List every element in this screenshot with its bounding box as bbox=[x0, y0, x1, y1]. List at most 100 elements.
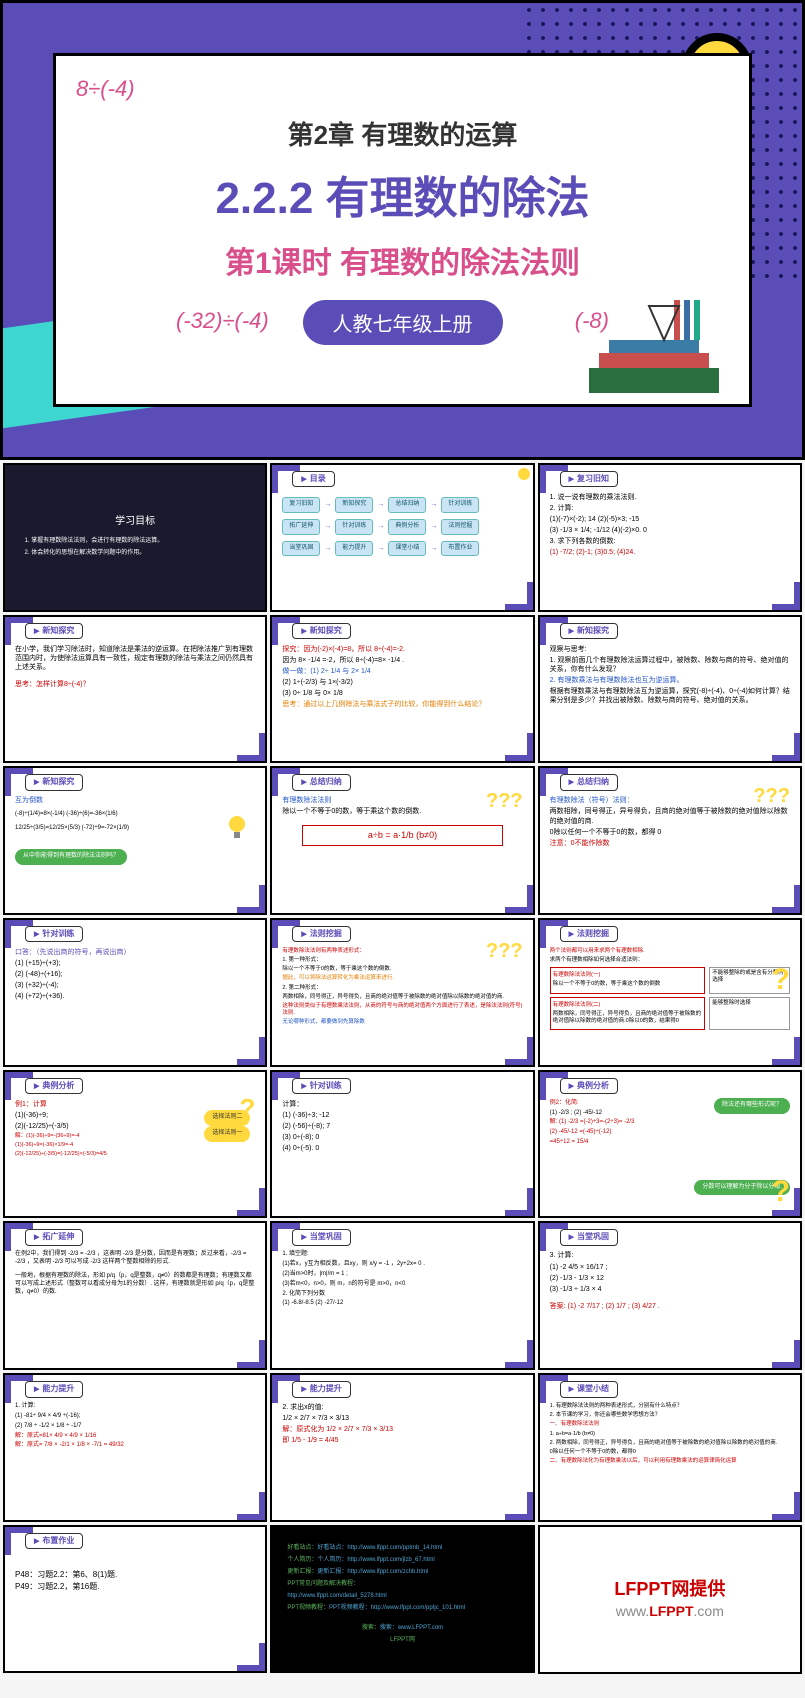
item: (3) (+32)÷(-4); bbox=[15, 981, 255, 990]
line: 根据有理数乘法与有理数除法互为逆运算，探究(-8)÷(-4)、0÷(-4)如何计… bbox=[550, 687, 790, 705]
rule-text: 0除以任何一个不等于0的数，都得 0 bbox=[550, 828, 790, 837]
box-text: 两数相除，同号得正，异号得负，且商的绝对值等于被除数的绝对值除以除数的绝对值的商… bbox=[553, 1011, 703, 1025]
equation: 1/2 × 2/7 × 7/3 × 3/13 bbox=[282, 1414, 522, 1423]
line: 探究：因为(-2)×(-4)=8，所以 8÷(-4)=-2. bbox=[282, 645, 522, 654]
toc-item: 针对训练 bbox=[441, 497, 479, 513]
toc-item: 针对训练 bbox=[335, 519, 373, 535]
section-tag: 典例分析 bbox=[560, 1078, 618, 1094]
heading: 一、有理数除法法则 bbox=[550, 1421, 790, 1428]
line: 这种法则类似于有理数乘法法则，从商的符号与商的绝对值两个方面进行了表述，是除法法… bbox=[282, 1003, 522, 1017]
slide-summary-2: 总结归纳 有理数除法（符号）法则： 两数相除，同号得正，异号得负，且商的绝对值等… bbox=[538, 766, 802, 915]
slide-title: 学习目标 bbox=[115, 515, 155, 528]
slide-example-2: 典例分析 例2：化简: (1) -2/3 ; (2) -45/-12 除法还有哪… bbox=[538, 1070, 802, 1219]
slide-dig-1: 法则挖掘 有理数除法法则有两种表述形式： 1. 第一种形式： 除以一个不等于0的… bbox=[270, 918, 534, 1067]
slide-explore-3: 新知探究 观察与思考: 1. 观察前面几个有理数除法运算过程中，被除数、除数与商… bbox=[538, 615, 802, 764]
slide-summary-lesson: 课堂小结 1. 有理数除法法则的两种表述形式，分别有什么特点？ 2. 本节课的学… bbox=[538, 1373, 802, 1522]
box-title: 有理数除法法则(二) bbox=[553, 1002, 703, 1009]
slide-explore-2: 新知探究 探究：因为(-2)×(-4)=8，所以 8÷(-4)=-2. 因为 8… bbox=[270, 615, 534, 764]
line: 1. 说一说有理数的乘法法则. bbox=[550, 493, 790, 502]
rule-text: 两数相除，同号得正，异号得负，且商的绝对值等于被除数的绝对值除以除数的绝对值的商… bbox=[550, 807, 790, 825]
question-icon: ? bbox=[772, 960, 790, 999]
item: (3)若m<0，n>0，则 m，n的符号是 m>0，n<0 bbox=[282, 1281, 522, 1289]
slide-enhance-2: 能力提升 2. 求出x的值: 1/2 × 2/7 × 7/3 × 3/13 解：… bbox=[270, 1373, 534, 1522]
slide-goals: 学习目标 1. 掌握有理数除法法则，会进行有理数的除法运算。 2. 体会转化的思… bbox=[3, 463, 267, 612]
section-tag: 总结归纳 bbox=[560, 774, 618, 790]
note: 注意：0不能作除数 bbox=[550, 839, 790, 848]
example-label: 例1：计算 bbox=[15, 1100, 255, 1109]
section-tag: 针对训练 bbox=[292, 1078, 350, 1094]
lightbulb-icon bbox=[225, 814, 250, 844]
line: P48：习题2.2：第6、8(1)题. bbox=[15, 1570, 255, 1580]
item: (4) 0÷(-5). 0 bbox=[282, 1144, 522, 1153]
link[interactable]: 搜索：www.LFPPT.com bbox=[380, 1625, 443, 1631]
slide-toc: 目录 复习旧知→ 新知探究→ 总结归纳→ 针对训练 拓广延伸→ 针对训练→ 典例… bbox=[270, 463, 534, 612]
line: 1. 有理数除法法则的两种表述形式，分别有什么特点？ bbox=[550, 1403, 790, 1410]
line: 观察与思考: bbox=[550, 645, 790, 654]
slide-review: 复习旧知 1. 说一说有理数的乘法法则. 2. 计算: (1)(-7)×(-2)… bbox=[538, 463, 802, 612]
paragraph: 在小学，我们学习除法时，知道除法是乘法的逆运算。在把除法推广到有理数范围内时，为… bbox=[15, 645, 255, 672]
toc-item: 复习旧知 bbox=[282, 497, 320, 513]
box-text: 除以一个不等于0的数，等于乘这个数的倒数 bbox=[553, 981, 703, 988]
item: (2) -1/3 - 1/3 × 12 bbox=[550, 1274, 790, 1283]
section-tag: 目录 bbox=[292, 471, 334, 487]
slide-enhance-1: 能力提升 1. 计算: (1) -81÷ 9/4 × 4/9 ÷(-16); (… bbox=[3, 1373, 267, 1522]
section-tag: 当堂巩固 bbox=[292, 1229, 350, 1245]
hero-content: 8÷(-4) 第2章 有理数的运算 2.2.2 有理数的除法 第1课时 有理数的… bbox=[53, 53, 752, 407]
goal-2: 2. 体会转化的思想在解决数学问题中的作用。 bbox=[25, 550, 246, 558]
hero-subtitle: 第1课时 有理数的除法法则 bbox=[225, 238, 580, 282]
link[interactable]: http://www.lfppt.com/detail_5278.html bbox=[287, 1593, 386, 1599]
line: 2. 两数相除，同号得正，异号得负，且商的绝对值等于被除数的绝对值除以除数的绝对… bbox=[550, 1440, 790, 1447]
section-tag: 法则挖掘 bbox=[560, 926, 618, 942]
slide-explore-1: 新知探究 在小学，我们学习除法时，知道除法是乘法的逆运算。在把除法推广到有理数范… bbox=[3, 615, 267, 764]
line: 1. 填空题: bbox=[282, 1251, 522, 1259]
solution: (2)(-12/25)÷(-3/5)=(-12/25)×(-5/3)=4/5 bbox=[15, 1151, 255, 1158]
link[interactable]: PPT视频教程：http://www.lfppt.com/pptjc_101.h… bbox=[329, 1605, 465, 1611]
solution: 解: (1) -2/3 =(-2)÷3=-(2÷3)= -2/3 bbox=[550, 1119, 790, 1127]
link-line: 更新汇报：更新汇报：http://www.lfppt.com/zchb.html bbox=[287, 1566, 517, 1578]
line: 2. 求出x的值: bbox=[282, 1403, 522, 1412]
solution: (1)(-36)÷9=(-36)×1/9=-4 bbox=[15, 1142, 255, 1149]
line: (2) 1÷(-2/3) 与 1×(-3/2) bbox=[282, 678, 522, 687]
line: 2. 第二种形式： bbox=[282, 985, 522, 992]
paragraph: 一般地，根据有理数的除法，形如 p/q（p，q是整数，q≠0）的数都是有理数；有… bbox=[15, 1273, 255, 1296]
slide-watermark: LFPPT网提供 www.LFPPT.com bbox=[538, 1525, 802, 1674]
section-tag: 法则挖掘 bbox=[292, 926, 350, 942]
slide-example-1: 典例分析 例1：计算 (1)(-36)÷9; (2)(-12/25)÷(-3/5… bbox=[3, 1070, 267, 1219]
link[interactable]: 更新汇报：http://www.lfppt.com/zchb.html bbox=[317, 1569, 428, 1575]
link[interactable]: 个人简历：http://www.lfppt.com/jlzb_67.html bbox=[317, 1557, 434, 1563]
instruction: 计算： bbox=[282, 1100, 522, 1109]
bubble: 除法还有哪些形式呢？ bbox=[714, 1098, 790, 1114]
toc-item: 新知探究 bbox=[335, 497, 373, 513]
line: P49：习题2.2，第16题. bbox=[15, 1582, 255, 1592]
item: (1) (-36)÷3; -12 bbox=[282, 1111, 522, 1120]
formula: a÷b = a·1/b (b≠0) bbox=[302, 825, 502, 847]
line: 据此，可以将除法运算转化为乘法运算来进行. bbox=[282, 975, 522, 982]
toc-row: 拓广延伸→ 针对训练→ 典例分析→ 法则挖掘 bbox=[282, 519, 522, 535]
brand: LFPPT网 bbox=[287, 1634, 517, 1646]
line: (3) 0÷ 1/8 与 0× 1/8 bbox=[282, 689, 522, 698]
section-tag: 布置作业 bbox=[25, 1533, 83, 1549]
line: 3. 计算: bbox=[550, 1251, 790, 1260]
line: 无论哪种形式，都要做到先算除数 bbox=[282, 1019, 522, 1026]
item: (2) (-48)÷(+16); bbox=[15, 970, 255, 979]
subheading: 求两个有理数相除如何选择合适法则： bbox=[550, 957, 790, 964]
link-line: 搜索：搜索：www.LFPPT.com bbox=[287, 1622, 517, 1634]
section-tag: 新知探究 bbox=[560, 623, 618, 639]
section-tag: 课堂小结 bbox=[560, 1381, 618, 1397]
item: (3) 0÷(-8); 0 bbox=[282, 1133, 522, 1142]
line: 3. 求下列各数的倒数: bbox=[550, 537, 790, 546]
toc-item: 拓广延伸 bbox=[282, 519, 320, 535]
watermark-title: LFPPT网提供 bbox=[614, 1578, 725, 1601]
section-tag: 复习旧知 bbox=[560, 471, 618, 487]
slide-practice-2: 针对训练 计算： (1) (-36)÷3; -12 (2) (-56)÷(-8)… bbox=[270, 1070, 534, 1219]
section-tag: 典例分析 bbox=[25, 1078, 83, 1094]
heading: 二、有理数除法化为有理数乘法以后，可以利用有理数乘法的运算律简化运算 bbox=[550, 1458, 790, 1465]
toc-item: 能力提升 bbox=[335, 541, 373, 557]
line: 因为 8× -1/4 =-2，所以 8÷(-4)=8× -1/4 . bbox=[282, 656, 522, 665]
toc-item: 法则挖掘 bbox=[441, 519, 479, 535]
slide-practice-1: 针对训练 口答：（先说出商的符号，再说出商） (1) (+15)÷(+3); (… bbox=[3, 918, 267, 1067]
link[interactable]: 好看站点：http://www.lfppt.com/pptmb_14.html bbox=[317, 1545, 442, 1551]
hero-formula-2: (-32)÷(-4) bbox=[176, 308, 269, 334]
slide-summary-1: 总结归纳 有理数除法法则 除以一个不等于0的数，等于乘这个数的倒数. a÷b =… bbox=[270, 766, 534, 915]
paragraph: 在例2中，我们得到 -2/3 = -2/3 ，这表明 -2/3 是分数，因而是有… bbox=[15, 1251, 255, 1267]
